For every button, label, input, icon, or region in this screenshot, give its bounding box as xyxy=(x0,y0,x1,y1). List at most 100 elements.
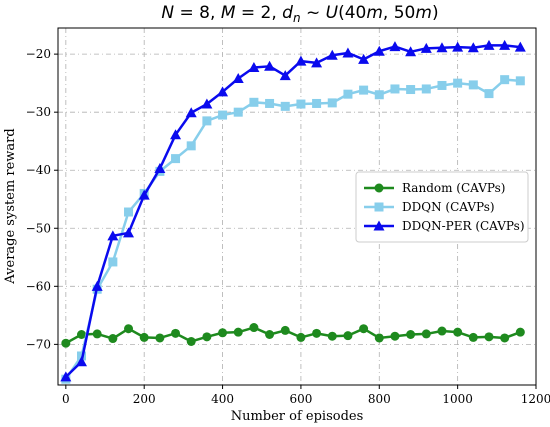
legend-label: Random (CAVPs) xyxy=(402,181,505,195)
data-point xyxy=(108,257,118,267)
data-point xyxy=(139,332,149,342)
legend-label: DDQN (CAVPs) xyxy=(402,200,495,214)
data-point xyxy=(358,53,370,64)
data-point xyxy=(202,116,212,126)
data-point xyxy=(77,329,87,339)
y-axis-label: Average system reward xyxy=(3,128,18,284)
data-point xyxy=(421,84,431,94)
data-point xyxy=(154,162,166,173)
data-point xyxy=(312,328,322,338)
legend-box xyxy=(355,171,529,243)
data-point xyxy=(421,329,431,339)
x-tick-label: 800 xyxy=(368,392,391,406)
data-point xyxy=(217,86,229,97)
y-tick-label: −30 xyxy=(26,105,51,119)
data-point xyxy=(452,41,464,52)
legend-entry: Random (CAVPs) xyxy=(364,181,505,195)
data-point xyxy=(61,338,71,348)
data-point xyxy=(468,80,478,90)
data-point xyxy=(500,333,510,343)
data-point xyxy=(279,70,291,81)
data-point xyxy=(91,280,103,291)
legend-entry: DDQN (CAVPs) xyxy=(364,200,495,214)
y-tick-label: −70 xyxy=(26,337,51,351)
data-point xyxy=(468,332,478,342)
data-point xyxy=(327,331,337,341)
data-point xyxy=(390,84,400,94)
data-point xyxy=(107,230,119,241)
data-point xyxy=(467,42,479,53)
data-point xyxy=(124,207,134,217)
y-tick-label: −60 xyxy=(26,279,51,293)
data-point xyxy=(515,76,525,86)
data-point xyxy=(406,85,416,95)
data-point xyxy=(405,46,417,57)
data-point xyxy=(437,326,447,336)
data-point xyxy=(171,328,181,338)
x-axis-label: Number of episodes xyxy=(231,409,364,424)
data-point xyxy=(265,98,275,108)
data-point xyxy=(280,325,290,335)
x-tick-label: 600 xyxy=(289,392,312,406)
data-point xyxy=(123,227,135,238)
data-point xyxy=(218,110,228,120)
data-point xyxy=(108,334,118,344)
plot-frame xyxy=(57,27,537,386)
data-point xyxy=(124,324,134,334)
data-point xyxy=(343,89,353,99)
data-point xyxy=(92,329,102,339)
data-point xyxy=(359,324,369,334)
data-point xyxy=(280,101,290,111)
data-point xyxy=(453,78,463,88)
legend-marker xyxy=(373,220,385,231)
data-point xyxy=(233,327,243,337)
data-point xyxy=(343,331,353,341)
data-point xyxy=(76,356,88,367)
data-point xyxy=(296,99,306,109)
data-point xyxy=(406,329,416,339)
data-point xyxy=(326,49,338,60)
data-point xyxy=(296,332,306,342)
data-point xyxy=(342,47,354,58)
data-point xyxy=(514,41,526,52)
legend-marker xyxy=(374,183,384,193)
data-point xyxy=(327,98,337,108)
data-point xyxy=(374,90,384,100)
x-tick-label: 1000 xyxy=(442,392,473,406)
data-point xyxy=(311,57,323,68)
data-point xyxy=(420,42,432,53)
x-tick-label: 400 xyxy=(211,392,234,406)
data-point xyxy=(264,60,276,71)
series-1 xyxy=(61,323,525,348)
data-point xyxy=(249,323,259,333)
chart-title: N = 8, M = 2, dn ~ U(40m, 50m) xyxy=(161,3,438,25)
data-point xyxy=(265,329,275,339)
data-point xyxy=(483,39,495,50)
data-point xyxy=(390,331,400,341)
data-point xyxy=(484,332,494,342)
data-point xyxy=(248,61,260,72)
data-point xyxy=(232,73,244,84)
legend-entry: DDQN-PER (CAVPs) xyxy=(364,219,525,233)
data-point xyxy=(436,42,448,53)
data-point xyxy=(249,97,259,107)
x-tick-label: 200 xyxy=(133,392,156,406)
data-point xyxy=(295,55,307,66)
axes: 0 200 400 600 800 1000 1200 −70 −60 −50 −40 −30 −20 xyxy=(26,47,550,406)
data-point xyxy=(499,39,511,50)
data-point xyxy=(312,98,322,108)
data-point xyxy=(60,371,72,382)
data-point xyxy=(437,80,447,90)
series-3 xyxy=(60,39,526,382)
data-point xyxy=(186,336,196,346)
data-point xyxy=(500,75,510,85)
data-point xyxy=(373,45,385,56)
data-point xyxy=(202,332,212,342)
legend-marker xyxy=(374,202,384,212)
data-point xyxy=(201,98,213,109)
data-point xyxy=(186,141,196,151)
data-point xyxy=(484,89,494,99)
y-tick-label: −40 xyxy=(26,163,51,177)
legend-label: DDQN-PER (CAVPs) xyxy=(402,219,525,233)
data-point xyxy=(359,85,369,95)
